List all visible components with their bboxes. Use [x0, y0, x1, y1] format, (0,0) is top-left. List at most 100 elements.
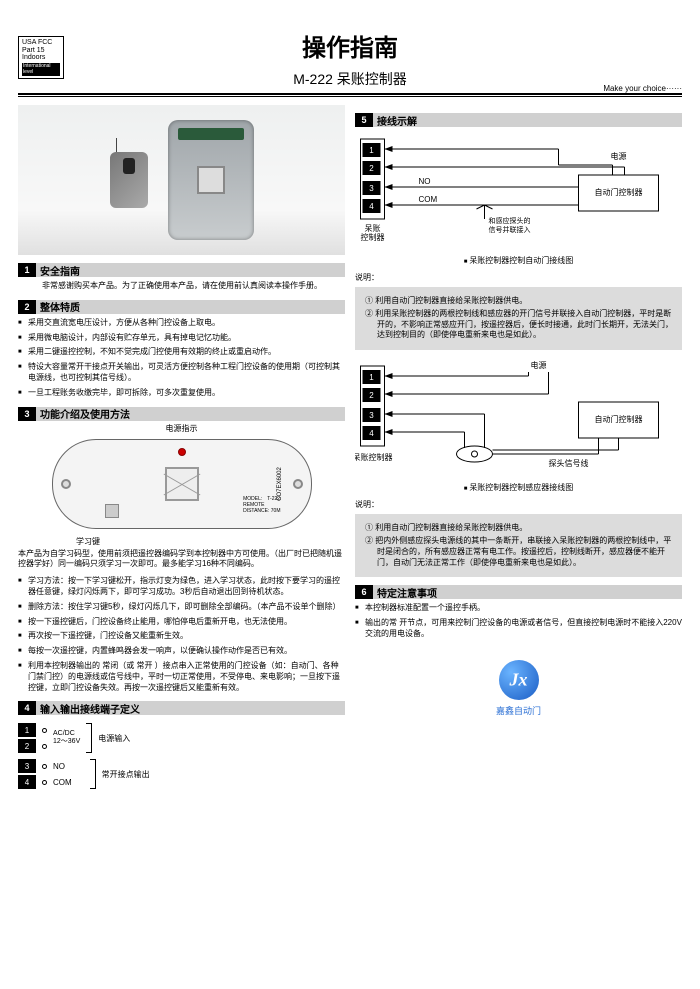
- device-body: MODEL: T-222 REMOTE DISTANCE: 70M CO7EX6…: [52, 439, 312, 529]
- pow-label: 电源: [611, 151, 627, 161]
- logo-text: 嘉鑫自动门: [355, 704, 682, 717]
- svg-text:探头信号线: 探头信号线: [549, 458, 589, 468]
- annot-learn: 学习键: [76, 536, 100, 547]
- list-item: 再次按一下遥控键，门控设备又能重新生效。: [18, 631, 345, 642]
- list-item: 输出的常 开节点，可用来控制门控设备的电源或者信号，但直接控制电源时不能接入22…: [355, 618, 682, 640]
- exp-item: ② 把内外侧感应探头电源线的其中一条断开，串联接入呆账控制器的两根控制线中，平时…: [365, 536, 674, 568]
- list-item: 采用交直流宽电压设计，方便从各种门控设备上取电。: [18, 318, 345, 329]
- section-1-num: 1: [18, 263, 36, 277]
- exp2-label: 说明：: [355, 499, 682, 510]
- header: USA FCC Part 15 Indoors International le…: [18, 28, 682, 89]
- page-subtitle: M-222 呆账控制器: [18, 69, 682, 89]
- door-label: 自动门控制器: [595, 187, 643, 197]
- section-5-header: 5 接线示解: [355, 113, 682, 127]
- badge-l2: Part 15: [22, 47, 60, 55]
- annot-power: 电源指示: [166, 423, 198, 434]
- ctl-label: 呆账: [365, 224, 381, 233]
- exp1-label: 说明：: [355, 272, 682, 283]
- svg-text:自动门控制器: 自动门控制器: [595, 414, 643, 424]
- section-5-title: 接线示解: [377, 113, 417, 127]
- section-4-title: 输入输出接线端子定义: [40, 701, 140, 715]
- svg-text:1: 1: [369, 373, 374, 382]
- list-item: 利用本控制器输出的 常闭（或 常开 ）接点串入正常使用的门控设备（如：自动门、各…: [18, 661, 345, 693]
- side-code: CO7EX6002: [277, 467, 283, 501]
- no-label: NO: [53, 762, 65, 771]
- list-item: 按一下遥控键后，门控设备终止能用，哪怕停电后重新开电，也无法使用。: [18, 617, 345, 628]
- section-3-title: 功能介绍及使用方法: [40, 407, 130, 421]
- svg-text:3: 3: [369, 184, 374, 193]
- svg-text:呆账控制器: 呆账控制器: [355, 452, 393, 462]
- terminal-block-output: 3NO 4COM 常开接点输出: [18, 757, 345, 791]
- com-label: COM: [53, 778, 72, 787]
- list-item: 删除方法：按住学习键5秒，绿灯闪烁几下，即可删除全部编码。（本产品不设单个删除）: [18, 602, 345, 613]
- svg-text:1: 1: [369, 146, 374, 155]
- section-6-list: 本控制器标准配置一个遥控手柄。 输出的常 开节点，可用来控制门控设备的电源或者信…: [355, 603, 682, 639]
- acdc-label: AC/DC: [53, 730, 80, 738]
- diag1-caption: 呆账控制器控制自动门接线图: [355, 255, 682, 266]
- svg-text:2: 2: [369, 391, 374, 400]
- model-l1: MODEL: T-222: [243, 496, 280, 502]
- svg-text:2: 2: [369, 164, 374, 173]
- section-6-num: 6: [355, 585, 373, 599]
- diag2-caption: 呆账控制器控制感应器接线图: [355, 482, 682, 493]
- no-wire: NO: [419, 177, 431, 186]
- output-label: 常开接点输出: [102, 769, 150, 780]
- section-3-lead: 本产品为自学习码型，使用前须把遥控器编码学到本控制器中方可使用。（出厂时已把随机…: [18, 549, 345, 571]
- badge-l3: Indoors: [22, 54, 60, 62]
- list-item: 一旦工程账务收缴完毕，即可拆除，可多次重复使用。: [18, 388, 345, 399]
- exp1-box: ① 利用自动门控制器直接给呆账控制器供电。 ② 利用呆账控制器的两根控制线和感应…: [355, 287, 682, 350]
- remote-illustration: [110, 152, 148, 208]
- section-3-num: 3: [18, 407, 36, 421]
- product-photo: [18, 105, 345, 255]
- power-in-label: 电源输入: [98, 733, 130, 744]
- right-column: 5 接线示解 1 2 3 4 呆账 控制器 自动门控制器 电源 NO: [355, 105, 682, 791]
- exp2-box: ① 利用自动门控制器直接给呆账控制器供电。 ② 把内外侧感应探头电源线的其中一条…: [355, 514, 682, 577]
- exp-item: ① 利用自动门控制器直接给呆账控制器供电。: [365, 296, 674, 307]
- com-wire: COM: [419, 195, 438, 204]
- badge-intl: International level: [22, 63, 60, 76]
- svg-text:电源: 电源: [531, 360, 547, 370]
- svg-text:控制器: 控制器: [361, 232, 385, 242]
- list-item: 学习方法：按一下学习键松开，指示灯变为绿色，进入学习状态，此时按下要学习的遥控器…: [18, 576, 345, 598]
- tagline: Make your choice······: [603, 84, 682, 93]
- exp-item: ② 利用呆账控制器的两根控制线和感应器的开门信号并联接入自动门控制器，平时是断开…: [365, 309, 674, 341]
- logo: Jx 嘉鑫自动门: [355, 660, 682, 717]
- page-title: 操作指南: [18, 28, 682, 63]
- term-1: 1: [18, 723, 36, 737]
- section-5-num: 5: [355, 113, 373, 127]
- section-1-title: 安全指南: [40, 263, 80, 277]
- exp-item: ① 利用自动门控制器直接给呆账控制器供电。: [365, 523, 674, 534]
- divider: [18, 93, 682, 97]
- term-2: 2: [18, 739, 36, 753]
- note-line2: 信号并联接入: [489, 225, 531, 234]
- section-4-header: 4 输入输出接线端子定义: [18, 701, 345, 715]
- list-item: 本控制器标准配置一个遥控手柄。: [355, 603, 682, 614]
- cert-badge: USA FCC Part 15 Indoors International le…: [18, 36, 64, 79]
- list-item: 特设大容量常开干接点开关输出，可灵活方便控制各种工程门控设备的使用期（可控制其电…: [18, 362, 345, 384]
- svg-text:3: 3: [369, 411, 374, 420]
- terminal-block-power: 1 2 AC/DC 12～36V 电源输入: [18, 721, 345, 755]
- note-line1: 和感应探头的: [489, 216, 531, 225]
- svg-text:4: 4: [369, 202, 374, 211]
- badge-l1: USA FCC: [22, 39, 60, 47]
- section-6-header: 6 特定注意事项: [355, 585, 682, 599]
- section-2-header: 2 整体特质: [18, 300, 345, 314]
- model-l3: DISTANCE: 70M: [243, 508, 280, 514]
- list-item: 每按一次遥控键，内置蜂鸣器会发一响声，以便确认操作动作是否已有效。: [18, 646, 345, 657]
- section-2-list: 采用交直流宽电压设计，方便从各种门控设备上取电。 采用微电脑设计，内部设有贮存单…: [18, 318, 345, 399]
- section-1-header: 1 安全指南: [18, 263, 345, 277]
- section-3-header: 3 功能介绍及使用方法: [18, 407, 345, 421]
- controller-illustration: [168, 120, 254, 240]
- section-3-list: 学习方法：按一下学习键松开，指示灯变为绿色，进入学习状态，此时按下要学习的遥控器…: [18, 576, 345, 693]
- section-2-title: 整体特质: [40, 300, 80, 314]
- list-item: 采用微电脑设计，内部设有贮存单元，具有掉电记忆功能。: [18, 333, 345, 344]
- volt-label: 12～36V: [53, 738, 80, 746]
- section-2-num: 2: [18, 300, 36, 314]
- wiring-diagram-2: 1 2 3 4 呆账控制器 自动门控制器 电源 探头信号线: [355, 358, 682, 478]
- svg-text:4: 4: [369, 429, 374, 438]
- device-diagram: 电源指示 MODEL: T-222 REMOTE DISTANCE: 70M C…: [18, 425, 345, 545]
- left-column: 1 安全指南 非常感谢购买本产品。为了正确使用本产品，请在使用前认真阅读本操作手…: [18, 105, 345, 791]
- list-item: 采用二键遥控控制，不知不觉完成门控使用有效期的终止或重启动作。: [18, 347, 345, 358]
- section-6-title: 特定注意事项: [377, 585, 437, 599]
- term-4: 4: [18, 775, 36, 789]
